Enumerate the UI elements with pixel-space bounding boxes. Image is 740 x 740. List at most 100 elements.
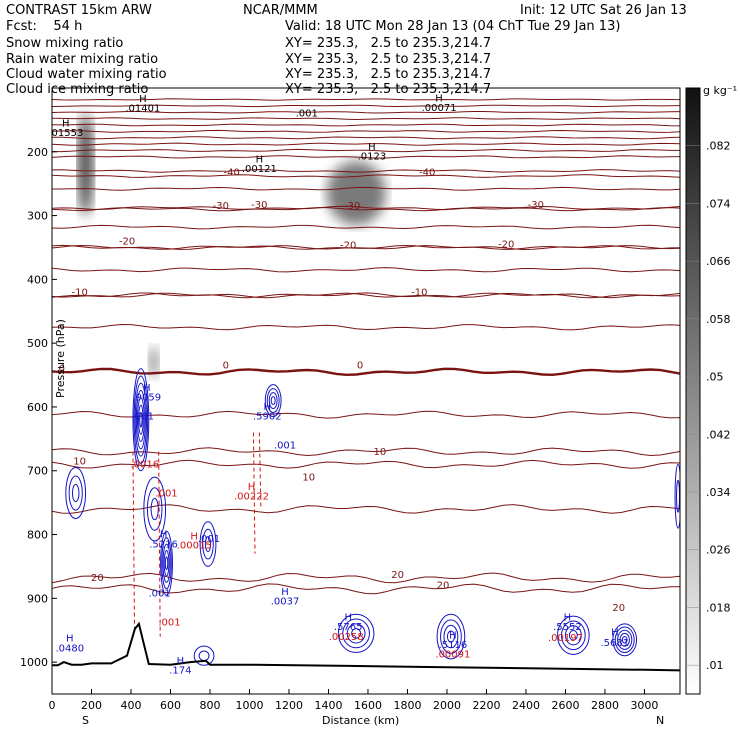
cloud-contour-5-1 xyxy=(163,549,170,577)
contour-label-2: H xyxy=(139,94,147,105)
contour-label-38: .0016 xyxy=(130,460,159,471)
cloud-contour-0-5 xyxy=(133,375,149,464)
y-tick-label-0: 200 xyxy=(27,146,48,159)
contour-label-14: -30 xyxy=(251,200,267,211)
cloud-contour-1-1 xyxy=(268,392,278,410)
y-tick-label-5: 700 xyxy=(27,465,48,478)
contour-label-20: -10 xyxy=(71,287,87,298)
contour-label-34: .001 xyxy=(132,412,154,423)
field-xy-0: XY= 235.3, 2.5 to 235.3,214.7 xyxy=(285,36,491,51)
colorbar-label-9: .082 xyxy=(706,140,731,153)
cloud-contour-0-1 xyxy=(138,404,144,435)
contour-label-26: 10 xyxy=(302,472,315,483)
contour-label-42: H xyxy=(160,530,168,541)
isotherm-24 xyxy=(52,447,680,457)
init-time: Init: 12 UTC Sat 26 Jan 13 xyxy=(520,3,687,18)
field-name-1: Rain water mixing ratio xyxy=(6,52,158,67)
isotherm-27 xyxy=(52,572,680,584)
contour-label-5: .00121 xyxy=(242,164,277,175)
cloud-contour-6-0 xyxy=(351,628,362,639)
field-xy-3: XY= 235.3, 2.5 to 235.3,214.7 xyxy=(285,82,491,97)
plot-area: H.01553H.01401H.00121H.0123H.00071.001-4… xyxy=(48,93,680,677)
contour-label-36: .5902 xyxy=(253,412,282,423)
isotherm-12 xyxy=(52,186,680,191)
isotherm-6 xyxy=(52,136,680,140)
contour-label-44: .001 xyxy=(198,534,220,545)
cloud-contour-0-2 xyxy=(136,397,145,443)
contour-label-25: 10 xyxy=(73,456,86,467)
cloud-contour-8-3 xyxy=(557,615,590,655)
cloud-contour-5-0 xyxy=(164,556,169,571)
isotherm-9 xyxy=(52,155,680,159)
isotherm-8 xyxy=(52,148,680,153)
isotherm-17 xyxy=(52,244,680,250)
cloud-contour-7-1 xyxy=(443,624,459,649)
contour-label-58: .5552 xyxy=(553,622,582,633)
contour-label-65: .174 xyxy=(169,666,191,677)
isotherm-11 xyxy=(52,174,680,178)
x-end-label-left: S xyxy=(82,714,89,727)
contour-label-17: -20 xyxy=(119,236,135,247)
cloud-contour-5-3 xyxy=(161,537,172,590)
contour-label-47: .001 xyxy=(148,588,170,599)
contour-label-61: .5681 xyxy=(601,638,630,649)
field-name-2: Cloud water mixing ratio xyxy=(6,67,167,82)
colorbar-label-0: .01 xyxy=(706,659,724,672)
contour-label-62: H xyxy=(66,634,74,645)
contour-label-57: H xyxy=(564,613,572,624)
cloud-contour-7-3 xyxy=(436,613,466,660)
snow-blob-2 xyxy=(148,346,159,379)
contour-labels: H.01553H.01401H.00121H.0123H.00071.001-4… xyxy=(48,93,630,677)
isotherm-2 xyxy=(52,111,680,114)
contour-label-18: -20 xyxy=(340,241,356,252)
cloud-contour-1-2 xyxy=(266,388,280,414)
contour-label-8: H xyxy=(435,93,443,104)
isotherm-23 xyxy=(52,410,680,419)
y-tick-label-2: 400 xyxy=(27,273,48,286)
isotherm-26 xyxy=(52,504,680,514)
isotherm-28 xyxy=(52,583,680,595)
isotherm-18 xyxy=(52,267,680,273)
contour-label-48: .001 xyxy=(158,618,180,629)
contour-label-49: H xyxy=(281,587,289,598)
contour-label-53: .00258 xyxy=(329,632,364,643)
contour-label-39: .001 xyxy=(155,488,177,499)
cloud-contour-7-0 xyxy=(446,630,455,643)
cloud-contour-5-2 xyxy=(162,543,171,583)
cloud-contour-9-4 xyxy=(612,623,638,657)
contour-label-6: H xyxy=(368,142,376,153)
cloud-contour-4-1 xyxy=(202,528,214,560)
cloud-contour-9-1 xyxy=(619,632,630,647)
contour-label-54: H xyxy=(449,631,457,642)
rain-contour-1 xyxy=(158,451,161,637)
cloud-contour-3-0 xyxy=(150,497,159,521)
y-axis-label: Pressure (hPa) xyxy=(54,319,67,398)
cloud-water-contours xyxy=(65,368,680,666)
isotherm-5 xyxy=(52,129,680,133)
header-text: CONTRAST 15km ARW NCAR/MMM Init: 12 UTC … xyxy=(6,3,687,97)
cloud-contour-1-0 xyxy=(270,396,276,406)
colorbar-label-1: .018 xyxy=(706,601,731,614)
contour-label-12: -40 xyxy=(419,167,435,178)
y-tick-label-1: 300 xyxy=(27,210,48,223)
isotherm-1 xyxy=(52,104,680,108)
y-tick-label-3: 500 xyxy=(27,337,48,350)
field-xy-2: XY= 235.3, 2.5 to 235.3,214.7 xyxy=(285,67,491,82)
isotherm-7 xyxy=(52,142,680,146)
cloud-contour-5-4 xyxy=(160,530,173,596)
isotherm-25 xyxy=(52,459,680,469)
contour-label-4: H xyxy=(256,155,264,166)
x-tick-label-11: 2200 xyxy=(472,699,500,712)
colorbar-label-3: .034 xyxy=(706,486,731,499)
isotherm-13 xyxy=(52,205,680,211)
field-name-0: Snow mixing ratio xyxy=(6,36,123,51)
contour-label-19: -20 xyxy=(498,239,514,250)
x-tick-label-13: 2600 xyxy=(551,699,579,712)
isotherm-10 xyxy=(52,169,680,173)
contour-label-1: .01553 xyxy=(48,128,83,139)
contour-label-56: .00091 xyxy=(435,650,470,661)
contour-label-64: H xyxy=(177,656,185,667)
contour-label-27: 10 xyxy=(373,447,386,458)
x-tick-label-9: 1800 xyxy=(393,699,421,712)
cloud-contour-7-2 xyxy=(440,619,462,654)
